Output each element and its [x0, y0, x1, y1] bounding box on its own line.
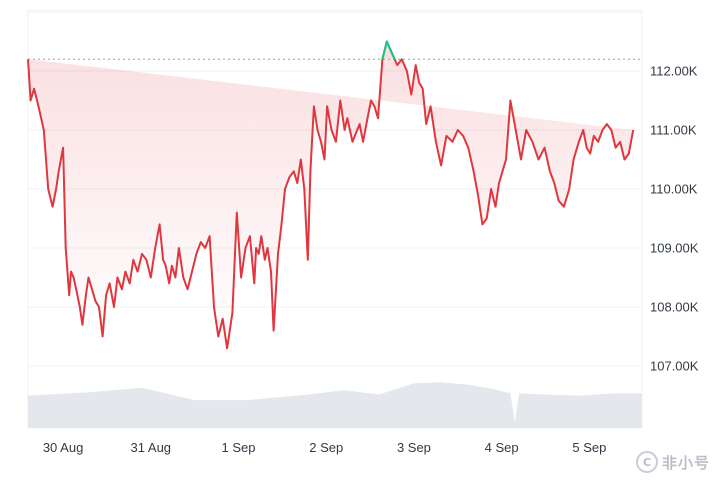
- volume-area: [28, 382, 642, 428]
- watermark: C 非小号: [631, 450, 714, 474]
- price-line: [27, 40, 635, 350]
- y-tick-label: 110.00K: [650, 182, 698, 197]
- x-tick-label: 1 Sep: [222, 440, 256, 455]
- y-tick-label: 109.00K: [650, 241, 699, 256]
- x-tick-label: 30 Aug: [43, 440, 84, 455]
- price-area-fill: [28, 41, 634, 349]
- x-tick-label: 31 Aug: [131, 440, 172, 455]
- y-tick-label: 107.00K: [650, 359, 699, 374]
- y-tick-label: 112.00K: [650, 64, 698, 79]
- coin-circle-icon: C: [635, 451, 658, 473]
- watermark-text: 非小号: [661, 453, 710, 472]
- y-tick-label: 108.00K: [650, 300, 699, 315]
- x-tick-label: 2 Sep: [309, 440, 343, 455]
- y-tick-label: 111.00K: [650, 123, 697, 138]
- x-tick-label: 3 Sep: [397, 440, 431, 455]
- x-tick-label: 4 Sep: [485, 440, 519, 455]
- x-tick-label: 5 Sep: [572, 440, 606, 455]
